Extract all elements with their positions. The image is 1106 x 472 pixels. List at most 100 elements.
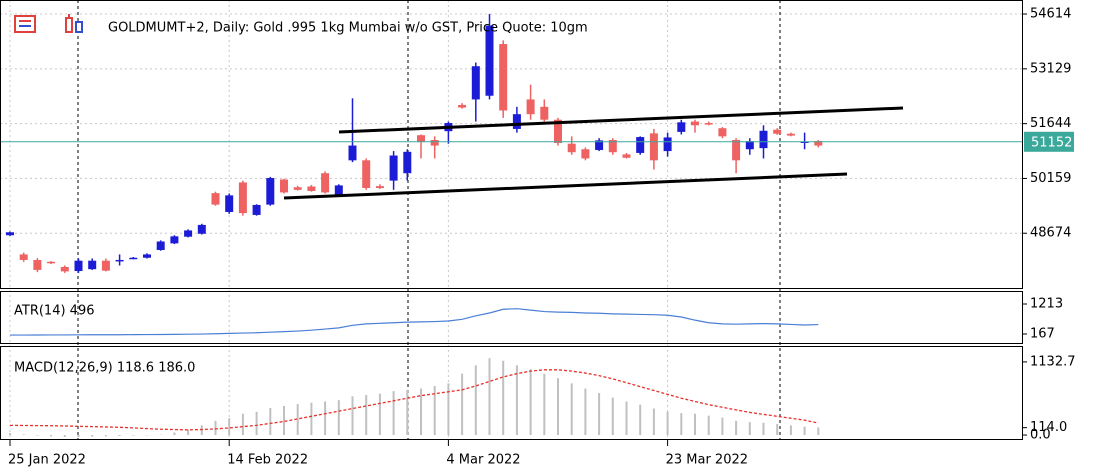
candle-body — [389, 155, 398, 181]
macd-bar — [680, 413, 683, 436]
y-tick-label: 50159 — [1030, 171, 1071, 186]
macd-bar — [488, 358, 491, 436]
candle-body — [129, 257, 138, 260]
y-tick-label: 54614 — [1030, 7, 1071, 22]
macd-bar — [817, 427, 820, 436]
macd-bar — [420, 388, 422, 436]
candle-body — [430, 140, 439, 146]
macd-bar — [762, 422, 765, 436]
candle-body — [745, 141, 754, 150]
x-tick-label: 4 Mar 2022 — [446, 453, 520, 468]
candle-body — [184, 230, 193, 237]
icon — [65, 17, 73, 33]
macd-bar — [283, 405, 285, 436]
macd-bar — [406, 389, 409, 436]
candle-body — [526, 99, 535, 115]
candle-body — [732, 140, 741, 161]
candle-body — [677, 122, 686, 132]
macd-bar — [77, 435, 80, 437]
candle-body — [101, 260, 110, 271]
macd-bar — [173, 432, 176, 436]
atr-line — [10, 308, 819, 336]
candle-body — [225, 195, 234, 212]
macd-bar — [543, 373, 546, 436]
candle-body — [266, 178, 275, 205]
last-price-box — [1024, 131, 1074, 152]
marks — [0, 14, 1022, 437]
y-tick-label: 0.0 — [1030, 428, 1051, 443]
macd-bar — [557, 378, 559, 436]
atr-panel — [0, 291, 1023, 344]
candle-body — [60, 266, 69, 272]
macd-bar — [666, 411, 669, 436]
macd-bar — [378, 393, 381, 436]
title-icons — [14, 14, 83, 33]
macd-bar — [776, 424, 779, 436]
candle-body — [608, 140, 617, 153]
candle-body — [704, 123, 713, 125]
macd-bar — [515, 365, 518, 436]
candle-body — [74, 260, 83, 272]
y-tick-label: 48674 — [1030, 226, 1071, 241]
x-tick-label: 25 Jan 2022 — [8, 453, 86, 468]
macd-bar — [36, 435, 39, 436]
candle-body — [115, 259, 124, 262]
candle-body — [211, 193, 220, 205]
candle-body — [362, 160, 371, 188]
macd-bar — [735, 420, 738, 436]
candle-body — [636, 137, 645, 153]
candle-body — [197, 224, 206, 234]
candle-body — [33, 259, 42, 270]
signal-line — [9, 369, 819, 431]
macd-bar — [502, 360, 505, 436]
macd-bar — [789, 425, 792, 436]
y-tick-label: 167 — [1030, 326, 1055, 341]
candle-body — [293, 187, 302, 190]
candle-body — [814, 141, 823, 146]
macd-bar — [447, 383, 450, 436]
macd-bar — [474, 365, 477, 436]
macd-bar — [50, 435, 53, 437]
macd-bar — [803, 426, 806, 436]
macd-bar — [584, 388, 587, 436]
candle-body — [649, 133, 658, 161]
macd-bar — [63, 435, 66, 437]
y-tick-label: 51644 — [1030, 116, 1071, 131]
candle-body — [238, 182, 247, 214]
candle-body — [88, 260, 97, 270]
candle-body — [663, 137, 672, 152]
icon — [14, 15, 36, 33]
macd-bar — [324, 401, 327, 436]
macd-bar — [351, 396, 354, 436]
candle-body — [375, 186, 384, 188]
candle-body — [554, 119, 562, 143]
y-tick-label: 114.0 — [1030, 420, 1067, 435]
macd-bar — [255, 411, 258, 436]
macd-bar — [598, 393, 601, 436]
macd-bar — [652, 408, 655, 436]
y-tick-label: 53129 — [1030, 61, 1071, 76]
candle-body — [280, 179, 288, 193]
candle-body — [540, 106, 549, 120]
macd-bar — [529, 369, 532, 436]
macd-bar — [365, 395, 368, 436]
candle-body — [581, 149, 590, 159]
macd-bar — [187, 429, 190, 436]
y-tick-label: 1132.7 — [1030, 354, 1076, 369]
candle-body — [718, 128, 727, 137]
y-tick-label: 1213 — [1030, 297, 1063, 312]
candle-body — [334, 185, 343, 196]
macd-bar — [104, 435, 107, 437]
candle-body — [321, 173, 330, 193]
period-separators — [77, 0, 781, 440]
candle-body — [143, 254, 151, 258]
candle-body — [307, 186, 316, 191]
atr-title: ATR(14) 496 — [14, 304, 95, 319]
macd-bar — [118, 435, 121, 436]
macd-bar — [461, 373, 464, 436]
macd-bar — [310, 402, 313, 436]
candle-body — [773, 129, 782, 134]
icon — [75, 21, 83, 33]
